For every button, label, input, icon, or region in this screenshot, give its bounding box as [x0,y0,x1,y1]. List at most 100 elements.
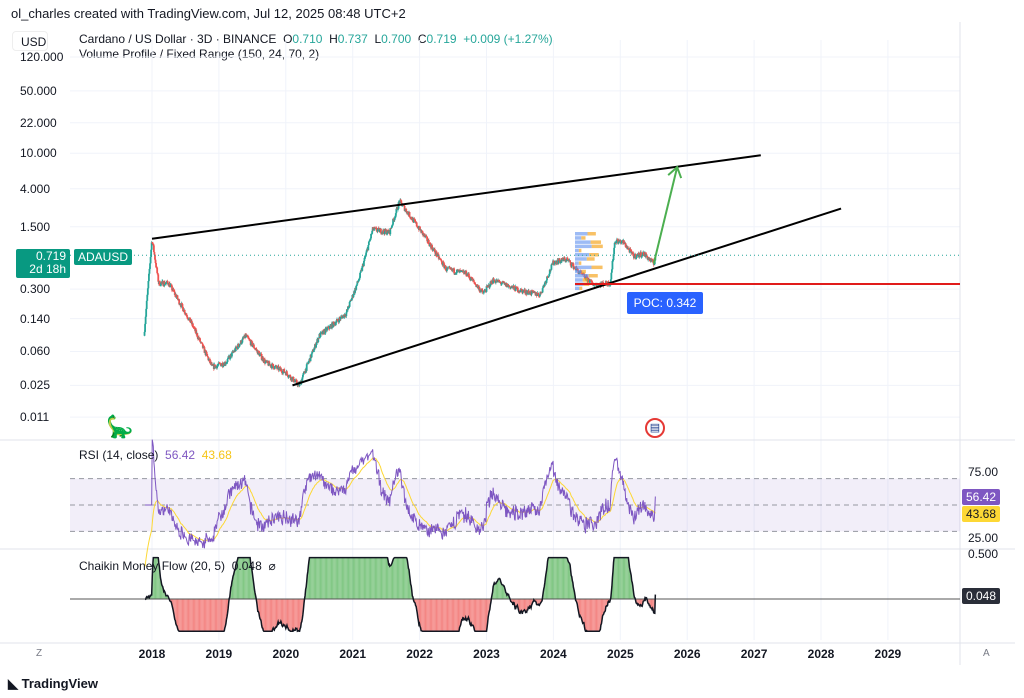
candle-body [542,286,545,289]
candle-body [257,350,260,355]
candle-body [383,228,386,234]
cmf-area [398,557,399,599]
candle-body [394,216,397,218]
candle-body [584,277,586,279]
candle-body [611,269,613,273]
cmf-area [382,557,383,599]
cmf-area [333,557,335,599]
cmf-area [198,599,199,632]
cmf-legend[interactable]: Chaikin Money Flow (20, 5) 0.048 ⌀ [79,559,276,573]
cmf-area [396,557,398,599]
auto-scale-button[interactable]: A [983,648,990,659]
cmf-area [189,599,190,632]
cmf-area [599,599,600,632]
cmf-area [622,557,624,599]
cmf-area [355,557,356,599]
candle-body [461,270,464,272]
candle-body [473,281,476,283]
candle-body [562,257,564,260]
candle-body [385,230,388,235]
cmf-area [352,557,353,599]
cmf-area [462,599,463,620]
cmf-area [651,599,653,610]
cmf-area [269,599,270,632]
candle-body [498,281,501,283]
timezone-button[interactable]: Z [36,648,43,659]
candle-body [246,335,249,338]
cmf-area [280,599,282,623]
candle-body [478,286,481,292]
time-tick: 2028 [807,647,835,661]
cmf-area [268,599,270,632]
candle-body [401,205,404,207]
cmf-area [485,599,487,632]
cmf-area [460,599,462,625]
cmf-area [372,557,374,599]
candle-body [216,365,219,369]
candle-body [653,264,656,265]
cmf-area [244,557,245,599]
cmf-area [389,564,390,599]
cmf-area [449,599,451,632]
cmf-area [495,582,497,599]
poc-label[interactable]: POC: 0.342 [627,292,703,314]
cmf-area [528,599,529,609]
cmf-area [317,557,318,599]
candle-body [255,349,258,351]
candle-body [173,291,176,295]
candle-body [517,291,520,293]
cmf-area [316,557,318,599]
candle-body [181,304,184,307]
cmf-area [595,599,596,632]
cmf-area [598,599,600,632]
candle-body [240,340,243,344]
cmf-area [524,599,526,611]
cmf-area [184,599,185,632]
candle-body [409,216,412,218]
candle-body [386,229,389,234]
candle-body [217,362,220,365]
cmf-area [207,599,208,632]
candle-body [259,354,261,357]
candle-body [370,233,373,235]
candle-body [413,219,415,223]
price-tick: 0.140 [20,311,51,326]
cmf-area [620,557,621,599]
hidden-eye-icon[interactable]: ⌀ [268,559,276,573]
cmf-area [361,557,362,599]
candle-body [241,338,244,343]
candle-body [389,228,392,235]
cmf-area [615,557,616,599]
candle-body [149,256,152,264]
candle-body [315,344,317,348]
cmf-area [450,599,452,632]
cmf-area [237,557,239,599]
rsi-legend[interactable]: RSI (14, close) 56.42 43.68 [79,448,232,462]
cmf-area [419,599,421,627]
candle-body [228,356,231,357]
cmf-area [223,599,225,632]
cmf-area [263,599,265,632]
us-flag-event-icon[interactable]: ▤ [645,418,665,438]
cmf-area [365,557,367,599]
candle-body [358,279,360,281]
cmf-area [584,599,585,630]
cmf-area [338,557,339,599]
candle-body [264,359,266,364]
dinosaur-icon[interactable]: 🦕 [106,414,134,439]
candle-body [472,280,475,282]
cmf-area [372,557,373,599]
cmf-area [639,599,640,607]
candle-body [465,270,468,276]
cmf-area [616,557,617,599]
candle-body [287,376,290,378]
candle-body [635,257,637,259]
cmf-area [190,599,192,632]
currency-button[interactable]: USD [12,31,48,51]
cmf-area [375,557,377,599]
cmf-area [439,599,440,632]
candle-body [304,372,306,374]
cmf-area [279,599,281,623]
cmf-area [553,557,555,599]
